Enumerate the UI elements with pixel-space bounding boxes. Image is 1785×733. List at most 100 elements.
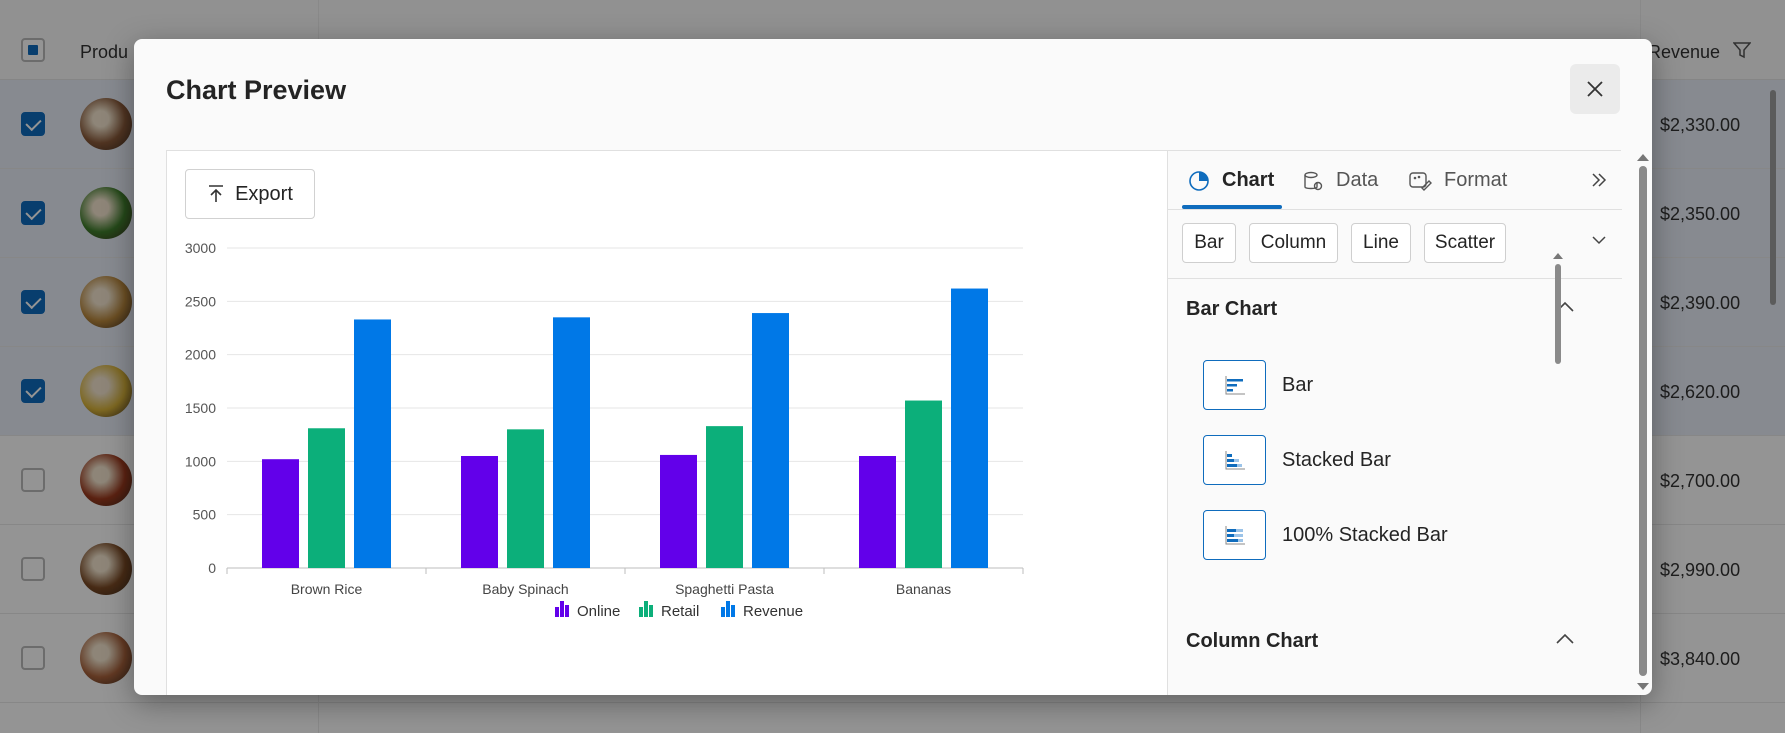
dialog-title: Chart Preview — [166, 75, 347, 105]
select-all-checkbox[interactable] — [21, 38, 45, 62]
chart-settings-panel: Chart Data — [1167, 151, 1622, 695]
chart-type-bar[interactable]: Bar — [1182, 223, 1236, 263]
tab-data-label: Data — [1336, 169, 1379, 191]
y-tick-label: 2500 — [185, 293, 216, 309]
x-tick-label: Bananas — [896, 581, 951, 597]
chart-option-100-stacked-bar-label: 100% Stacked Bar — [1282, 523, 1448, 546]
bar-online — [262, 459, 299, 568]
product-image — [80, 365, 132, 417]
row-checkbox[interactable] — [21, 112, 45, 136]
export-button[interactable]: Export — [185, 169, 315, 219]
bar-online — [660, 454, 697, 568]
x-tick-label: Baby Spinach — [482, 581, 568, 597]
revenue-cell: $2,620.00 — [1660, 382, 1741, 402]
y-tick-label: 500 — [193, 507, 217, 523]
tab-chart[interactable]: Chart — [1188, 151, 1274, 210]
product-image — [80, 98, 132, 150]
collapse-column-chart-button[interactable] — [1552, 626, 1578, 652]
grid-scrollbar[interactable] — [1768, 80, 1778, 733]
bar-online — [859, 456, 896, 568]
revenue-cell: $3,840.00 — [1660, 649, 1741, 669]
product-image — [80, 454, 132, 506]
bar-retail — [507, 429, 544, 568]
row-checkbox[interactable] — [21, 646, 45, 670]
filter-icon[interactable] — [1733, 41, 1751, 59]
chart-type-row: Bar Column Line Scatter — [1168, 211, 1622, 279]
grid-scrollbar-thumb[interactable] — [1770, 90, 1776, 305]
row-checkbox[interactable] — [21, 379, 45, 403]
row-checkbox[interactable] — [21, 201, 45, 225]
tab-format[interactable]: Format — [1408, 151, 1507, 210]
product-image — [80, 276, 132, 328]
revenue-cell: $2,350.00 — [1660, 204, 1741, 224]
legend-swatch — [644, 601, 648, 617]
panel-scrollbar[interactable] — [1552, 252, 1564, 695]
legend-swatch — [731, 605, 735, 617]
chart-option-100-stacked-bar[interactable]: 100% Stacked Bar — [1203, 510, 1448, 560]
row-checkbox[interactable] — [21, 468, 45, 492]
table-row[interactable]: $3,840.00 — [0, 614, 1785, 703]
legend-item-retail[interactable]: Retail — [639, 601, 699, 620]
export-icon — [209, 185, 224, 202]
row-checkbox[interactable] — [21, 557, 45, 581]
revenue-cell: $2,390.00 — [1660, 293, 1741, 313]
tab-chart-label: Chart — [1222, 169, 1275, 191]
dialog-scrollbar[interactable] — [1636, 152, 1650, 692]
chart-type-scatter[interactable]: Scatter — [1424, 223, 1506, 263]
x-tick-label: Spaghetti Pasta — [675, 581, 774, 597]
legend-item-revenue[interactable]: Revenue — [721, 601, 803, 620]
legend-swatch — [565, 605, 569, 617]
tab-data[interactable]: Data — [1302, 151, 1378, 210]
chart-type-column-label: Column — [1260, 232, 1327, 253]
chart-preview-dialog: Chart Preview Export 0 500 1000 1500 2000 250… — [134, 39, 1652, 695]
stacked-bar-chart-icon — [1203, 435, 1266, 485]
close-button[interactable] — [1570, 64, 1620, 114]
chart-type-scatter-label: Scatter — [1434, 232, 1496, 253]
dialog-body: Export 0 500 1000 1500 2000 2500 3000 Brown Ric… — [166, 150, 1622, 695]
chart-type-bar-label: Bar — [1194, 232, 1224, 253]
legend-item-online[interactable]: Online — [555, 601, 620, 620]
legend-label: Retail — [661, 603, 699, 620]
chevron-down-icon — [1592, 236, 1606, 245]
product-image — [80, 632, 132, 684]
legend-swatch — [649, 605, 653, 617]
more-chart-types-button[interactable] — [1586, 227, 1612, 253]
product-column-header[interactable]: Produ — [80, 42, 129, 62]
chart-option-bar[interactable]: Bar — [1203, 360, 1313, 410]
expand-tabs-button[interactable] — [1586, 167, 1612, 193]
bar-retail — [706, 426, 743, 568]
bar-chart: 0 500 1000 1500 2000 2500 3000 Brown Rice Baby S… — [185, 240, 1024, 620]
chart-type-column[interactable]: Column — [1249, 223, 1338, 263]
product-image — [80, 543, 132, 595]
percent-stacked-bar-chart-icon — [1203, 510, 1266, 560]
section-bar-chart-title[interactable]: Bar Chart — [1186, 298, 1278, 320]
revenue-cell: $2,330.00 — [1660, 115, 1741, 135]
bar-online — [461, 456, 498, 568]
chart-option-stacked-bar[interactable]: Stacked Bar — [1203, 435, 1391, 485]
revenue-column-header[interactable]: Revenue — [1648, 42, 1721, 62]
tab-format-label: Format — [1444, 169, 1508, 191]
chart-type-line[interactable]: Line — [1351, 223, 1411, 263]
chart-option-bar-label: Bar — [1282, 373, 1314, 396]
panel-tabs: Chart Data — [1168, 151, 1622, 210]
revenue-cell: $2,990.00 — [1660, 560, 1741, 580]
section-column-chart-title[interactable]: Column Chart — [1186, 630, 1319, 652]
legend-swatch — [560, 601, 564, 617]
paint-format-icon — [1409, 171, 1432, 191]
y-tick-label: 2000 — [185, 347, 216, 363]
legend-swatch — [555, 607, 559, 617]
y-tick-label: 0 — [208, 560, 216, 576]
bar-chart-icon — [1203, 360, 1266, 410]
legend-label: Online — [577, 603, 620, 620]
x-tick-label: Brown Rice — [291, 581, 363, 597]
legend-swatch — [639, 607, 643, 617]
chart-type-line-label: Line — [1363, 232, 1399, 253]
row-checkbox[interactable] — [21, 290, 45, 314]
bar-revenue — [354, 319, 391, 568]
y-tick-label: 1500 — [185, 400, 216, 416]
active-tab-indicator — [1182, 205, 1282, 209]
legend-swatch — [721, 607, 725, 617]
revenue-cell: $2,700.00 — [1660, 471, 1741, 491]
chart-area: Export 0 500 1000 1500 2000 2500 3000 Brown Ric… — [167, 151, 1167, 695]
close-icon — [1587, 81, 1603, 97]
